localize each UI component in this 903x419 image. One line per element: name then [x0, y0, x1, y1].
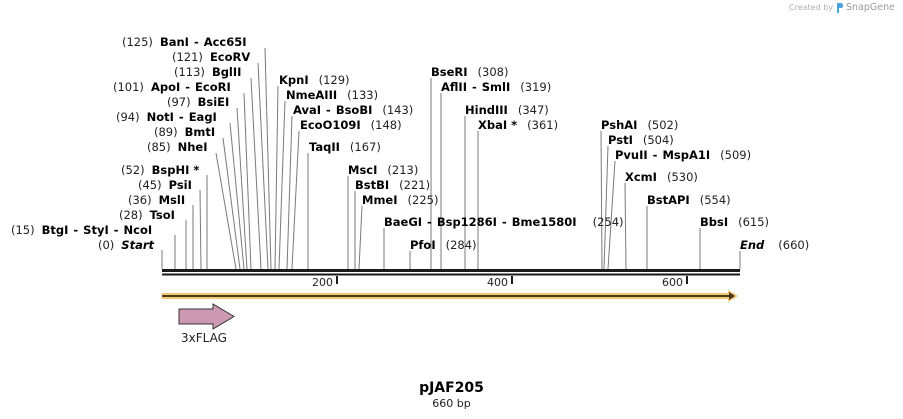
- site-label-mmei[interactable]: MmeI (225): [362, 193, 439, 207]
- site-label-bsiei[interactable]: (97) BsiEI: [167, 95, 230, 109]
- site-label-bani-acc65i[interactable]: (125) BanI - Acc65I: [122, 35, 247, 49]
- orf-arrow: [162, 290, 738, 302]
- site-label-bseri[interactable]: BseRI (308): [431, 65, 509, 79]
- snapgene-credit: Created by SnapGene: [789, 2, 895, 13]
- site-label-noti-eagi[interactable]: (94) NotI - EagI: [116, 110, 217, 124]
- feature-3xflag-arrow: [178, 303, 235, 330]
- site-label-bglii[interactable]: (113) BglII: [174, 65, 242, 79]
- site-label-msci[interactable]: MscI (213): [348, 163, 419, 177]
- site-label-xcmi[interactable]: XcmI (530): [625, 170, 698, 184]
- site-label-nhei[interactable]: (85) NheI: [147, 140, 208, 154]
- site-label-bstapi[interactable]: BstAPI (554): [647, 193, 731, 207]
- site-label-avai-bsobi[interactable]: AvaI - BsoBI (143): [293, 103, 414, 117]
- site-label-psii[interactable]: (45) PsiI: [138, 178, 192, 192]
- credit-brand: SnapGene: [846, 2, 895, 13]
- site-label-bmti[interactable]: (89) BmtI: [154, 125, 216, 139]
- snapgene-logo-icon: [837, 2, 844, 13]
- site-label-pfoi[interactable]: PfoI (284): [410, 238, 477, 252]
- credit-prefix: Created by: [789, 3, 834, 12]
- site-label-pvuii-mspa1i[interactable]: PvuII - MspA1I (509): [615, 148, 752, 162]
- map-title: pJAF205: [419, 380, 484, 396]
- site-label-taqii[interactable]: TaqII (167): [309, 140, 381, 154]
- backbone-top-strand: [162, 269, 740, 272]
- site-label-btgi-styi-ncoi[interactable]: (15) BtgI - StyI - NcoI: [11, 223, 153, 237]
- map-end-label: End (660): [740, 238, 810, 252]
- site-label-bsphi[interactable]: (52) BspHI *: [121, 163, 200, 177]
- map-start-label: (0) Start: [98, 238, 155, 252]
- site-label-xbai[interactable]: XbaI * (361): [478, 118, 559, 132]
- site-label-ecorv[interactable]: (121) EcoRV: [172, 50, 251, 64]
- scale-tick-200: 200: [312, 276, 333, 289]
- site-label-aflii-smli[interactable]: AflII - SmlI (319): [441, 80, 552, 94]
- site-label-hindiii[interactable]: HindIII (347): [465, 103, 549, 117]
- map-length: 660 bp: [432, 397, 471, 410]
- site-label-msli[interactable]: (36) MslI: [128, 193, 186, 207]
- site-label-ecoo109i[interactable]: EcoO109I (148): [300, 118, 402, 132]
- cut-site-leader-lines: [161, 47, 741, 270]
- scale-tick-600: 600: [662, 276, 683, 289]
- scale-ticks: [336, 276, 688, 284]
- site-label-baegi-bsp1286i-bme1580i[interactable]: BaeGI - Bsp1286I - Bme1580I (254): [384, 215, 624, 229]
- site-label-psti[interactable]: PstI (504): [608, 133, 674, 147]
- site-label-bstbi[interactable]: BstBI (221): [355, 178, 431, 192]
- site-label-bbsi[interactable]: BbsI (615): [700, 215, 770, 229]
- site-label-apoi-ecori[interactable]: (101) ApoI - EcoRI: [113, 80, 231, 94]
- scale-tick-400: 400: [487, 276, 508, 289]
- site-label-pshai[interactable]: PshAI (502): [601, 118, 679, 132]
- feature-3xflag-label[interactable]: 3xFLAG: [181, 331, 227, 345]
- site-label-kpni[interactable]: KpnI (129): [279, 73, 350, 87]
- site-label-tsoi[interactable]: (28) TsoI: [119, 208, 175, 222]
- site-label-nmeaiii[interactable]: NmeAIII (133): [286, 88, 379, 102]
- backbone-bottom-strand: [162, 273, 740, 276]
